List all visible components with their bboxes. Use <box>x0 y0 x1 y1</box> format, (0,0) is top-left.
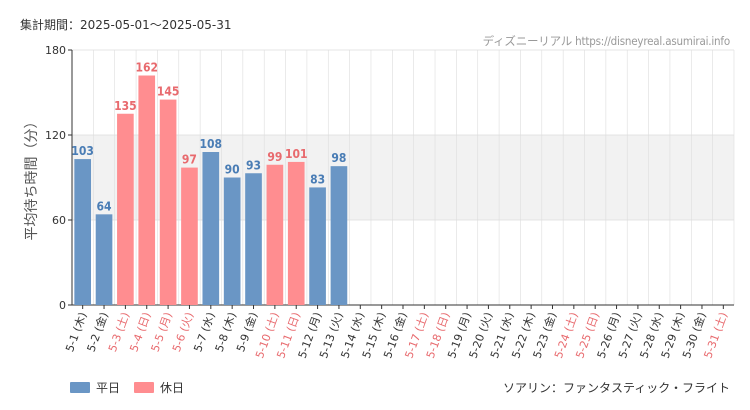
legend: 平日 休日 <box>70 379 184 396</box>
bar <box>309 187 326 305</box>
y-tick-label: 180 <box>45 44 66 57</box>
data-label: 83 <box>310 172 325 186</box>
data-label: 97 <box>182 153 197 167</box>
y-axis-title: 平均待ち時間（分） <box>24 115 40 241</box>
bar <box>223 177 241 305</box>
period-label: 集計期間：2025-05-01〜2025-05-31 <box>20 18 232 32</box>
data-label: 108 <box>200 137 223 151</box>
data-label: 162 <box>135 61 158 75</box>
bar <box>95 214 113 305</box>
bar <box>74 159 92 305</box>
bar <box>202 152 220 305</box>
bar <box>138 75 156 305</box>
data-label: 101 <box>285 147 308 161</box>
legend-item-weekday: 平日 <box>70 379 120 396</box>
legend-swatch-holiday <box>134 382 155 393</box>
data-label: 90 <box>225 163 240 177</box>
bar <box>330 166 348 305</box>
data-label: 145 <box>157 85 180 99</box>
bar <box>181 167 198 305</box>
bar <box>117 113 134 305</box>
data-label: 99 <box>267 150 282 164</box>
bar <box>159 99 177 305</box>
data-label: 64 <box>97 199 113 213</box>
source-label: ディズニーリアル https://disneyreal.asumirai.inf… <box>482 34 731 48</box>
bar <box>287 161 305 305</box>
data-label: 135 <box>114 99 137 113</box>
data-label: 93 <box>246 158 261 172</box>
y-tick-label: 120 <box>45 129 66 142</box>
attraction-name: ソアリン：ファンタスティック・フライト <box>502 381 730 395</box>
legend-item-holiday: 休日 <box>134 379 184 396</box>
legend-swatch-weekday <box>70 382 90 393</box>
legend-label-holiday: 休日 <box>160 381 185 395</box>
y-tick-label: 60 <box>52 214 66 227</box>
data-label: 98 <box>331 151 346 165</box>
bar <box>266 164 284 305</box>
data-label: 103 <box>71 144 94 158</box>
legend-label-weekday: 平日 <box>96 381 121 395</box>
y-tick-label: 0 <box>59 299 66 312</box>
bar <box>245 173 262 305</box>
